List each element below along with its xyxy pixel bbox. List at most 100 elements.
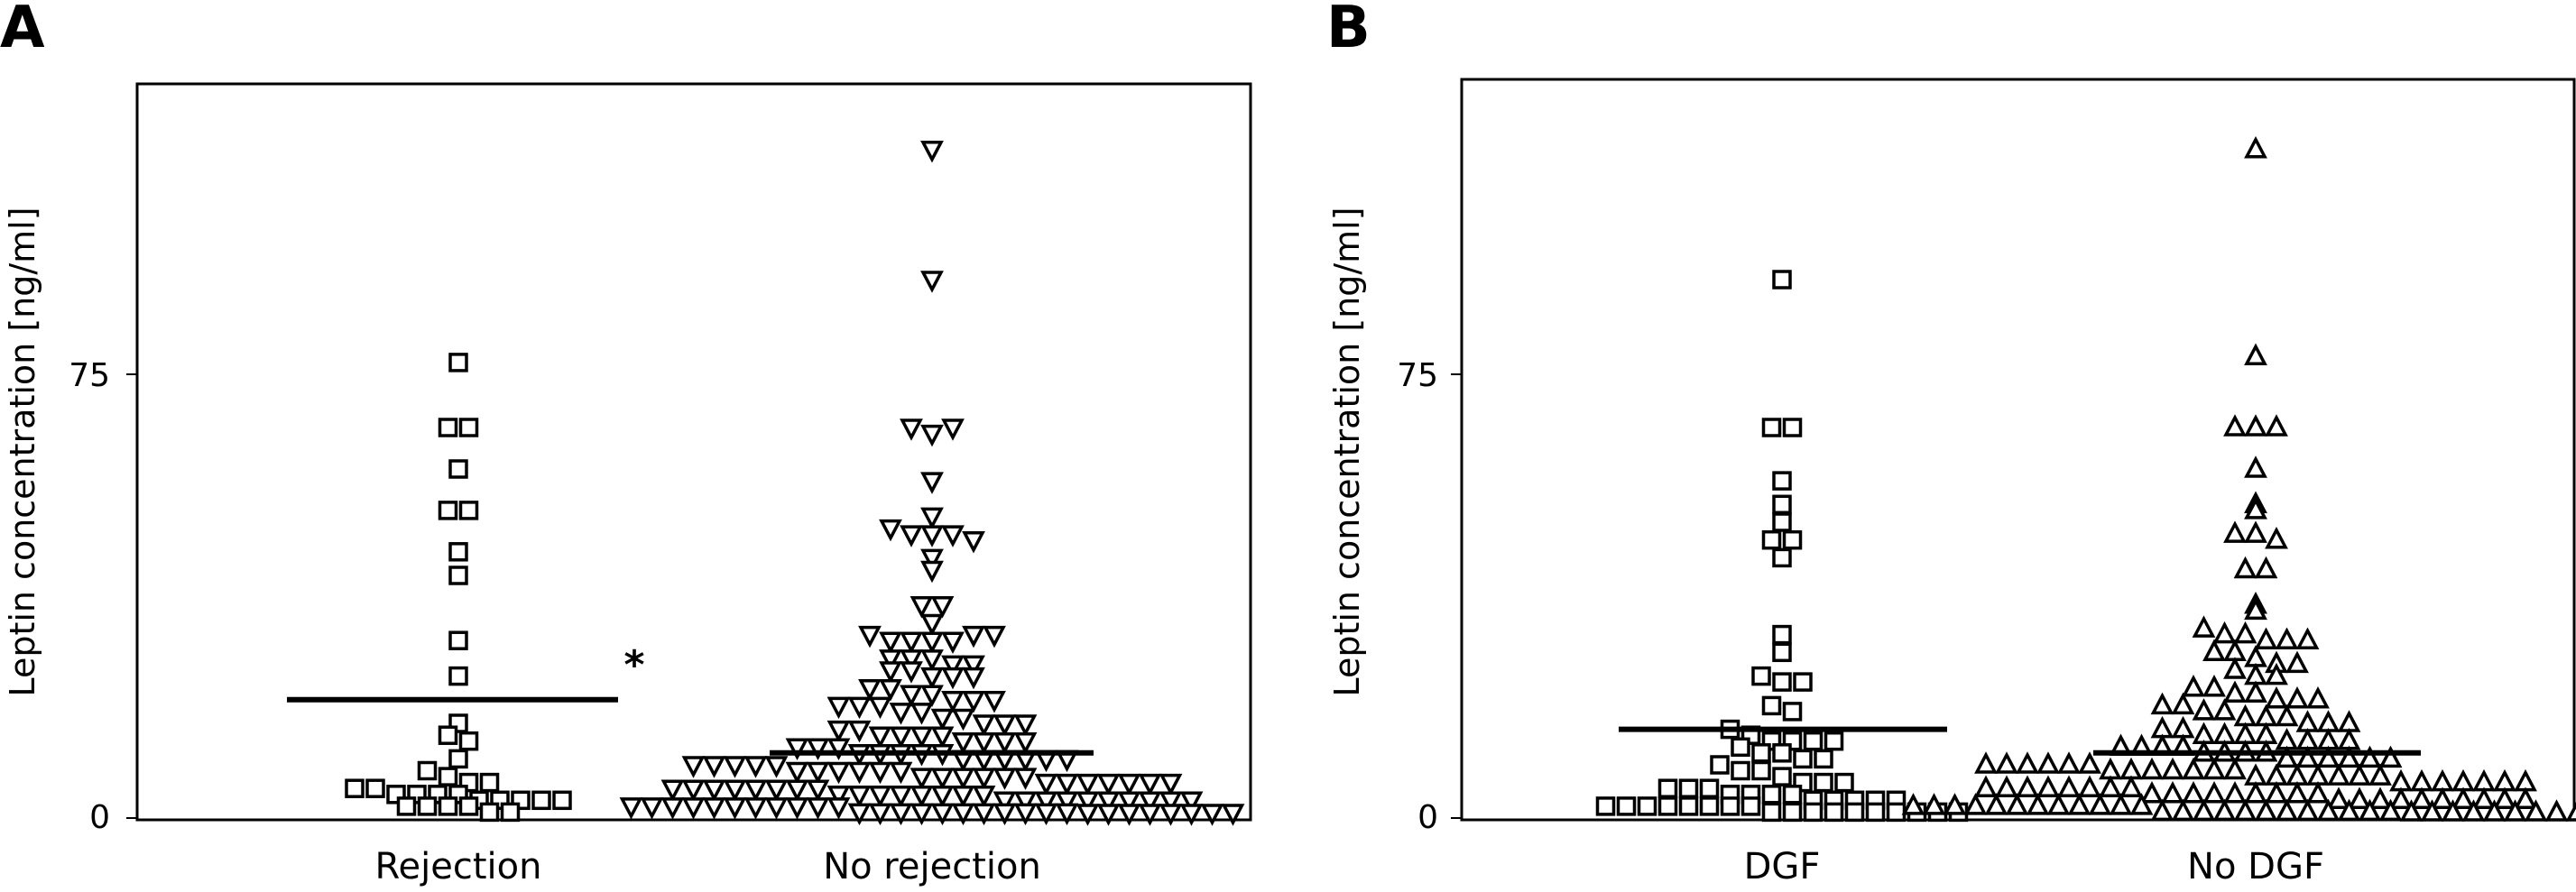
panel-a-category-no-rejection: No rejection — [823, 846, 1041, 887]
panel-b-no-dgf-point — [2202, 757, 2226, 780]
panel-b-no-dgf-point — [2285, 650, 2309, 674]
panel-a-y-axis-title: Leptin concentration [ng/ml] — [3, 207, 42, 696]
panel-a-no-rejection-point — [920, 685, 944, 707]
panel-b-dgf-point — [1793, 749, 1813, 769]
panel-a-no-rejection-point — [1117, 804, 1141, 826]
panel-a-no-rejection-point — [660, 797, 685, 820]
panel-b-dgf-point — [1772, 624, 1792, 645]
panel-a-no-rejection-point — [920, 271, 944, 293]
panel-b-dgf-point — [1772, 547, 1792, 568]
panel-b-no-dgf-point — [2378, 745, 2403, 768]
panel-b-no-dgf-point — [2244, 414, 2267, 437]
panel-b-dgf-point — [1803, 802, 1824, 823]
panel-b-no-dgf-point — [2358, 798, 2382, 822]
panel-a-no-rejection-point — [962, 530, 985, 554]
panel-a-no-rejection-point — [681, 779, 706, 802]
panel-a-no-rejection-point — [951, 786, 975, 808]
panel-a-no-rejection-point — [868, 696, 892, 720]
panel-b-no-dgf-point — [2316, 798, 2341, 822]
panel-b-dgf-point — [1814, 749, 1833, 769]
panel-a-no-rejection-point — [826, 720, 851, 743]
panel-a-no-rejection-point — [951, 708, 975, 731]
panel-a-rejection-point — [448, 459, 468, 479]
panel-b-no-dgf-point — [1943, 793, 1967, 815]
panel-a-no-rejection-point — [743, 797, 768, 820]
panel-a-no-rejection-point — [900, 685, 923, 707]
panel-a-no-rejection-point — [889, 786, 913, 808]
panel-b-no-dgf-point — [2150, 798, 2174, 822]
panel-b: B Leptin concentration [ng/ml] 75 0 DGF … — [1326, 0, 2576, 887]
panel-b-no-dgf-point — [2057, 775, 2081, 797]
panel-b-no-dgf-point — [2337, 798, 2361, 822]
panel-b-no-dgf-point — [2026, 793, 2050, 815]
panel-a-no-rejection-point — [868, 803, 892, 826]
panel-b-no-dgf-point — [2327, 763, 2350, 786]
panel-a-no-rejection-point — [1096, 773, 1121, 796]
panel-b-no-dgf-point — [2057, 751, 2081, 774]
panel-b-no-dgf-point — [2202, 639, 2226, 662]
panel-a-rejection-point — [448, 630, 468, 650]
panel-b-no-dgf-point — [2482, 799, 2507, 822]
panel-a-no-rejection-point — [1179, 791, 1204, 814]
panel-b-dgf-point — [1782, 418, 1803, 437]
panel-a-no-rejection-point — [972, 714, 996, 737]
panel-b-no-dgf-point — [2223, 757, 2247, 780]
panel-a-no-rejection-point — [764, 779, 789, 802]
panel-a-no-rejection-point — [785, 797, 809, 820]
panel-a-no-rejection-point — [723, 756, 747, 778]
panel-a-no-rejection-point — [1013, 731, 1038, 755]
panel-a-no-rejection-point — [1138, 791, 1162, 814]
panel-a-no-rejection-point — [889, 703, 913, 725]
panel-a-rejection-point — [531, 790, 551, 811]
panel-b-no-dgf-point — [2244, 497, 2267, 520]
panel-a-no-rejection-point — [900, 418, 923, 441]
panel-a-no-rejection-point — [1034, 773, 1058, 796]
panel-b-no-dgf-point — [2150, 692, 2174, 715]
panel-b-no-dgf-point — [2212, 621, 2237, 644]
panel-b-dgf-point — [1772, 743, 1792, 763]
panel-b-dgf-point — [1772, 642, 1792, 663]
panel-b-category-no-dgf: No DGF — [2187, 846, 2324, 887]
panel-a-no-rejection-point — [640, 797, 664, 820]
panel-b-no-dgf-point — [2461, 799, 2486, 822]
panel-a-rejection-point — [448, 666, 468, 686]
panel-a-no-rejection-point — [743, 779, 768, 802]
panel-b-dgf-point — [1834, 772, 1854, 793]
panel-b-no-dgf-point — [1974, 751, 1998, 774]
panel-b-no-dgf-point — [2431, 786, 2454, 810]
panel-b-dgf-point — [1814, 772, 1833, 793]
panel-a-no-rejection-point — [993, 803, 1017, 826]
panel-a-no-rejection-point — [1034, 791, 1058, 814]
panel-a-no-rejection-point — [972, 786, 996, 808]
panel-a-no-rejection-point — [723, 779, 747, 802]
panel-b-no-dgf-point — [1995, 775, 2018, 797]
panel-a-no-rejection-point — [879, 631, 902, 654]
panel-a-no-rejection-point — [920, 649, 944, 672]
panel-b-no-dgf-point — [2129, 793, 2154, 815]
panel-b-dgf-point — [1595, 796, 1616, 816]
panel-b-no-dgf-point — [1984, 793, 2008, 815]
panel-a-no-rejection-point — [1055, 791, 1079, 814]
panel-a-no-rejection-point — [930, 786, 955, 808]
panel-b-y-tick-75: 75 — [1397, 357, 1438, 394]
panel-b-no-dgf-point — [2514, 786, 2537, 810]
panel-b-dgf-point — [1803, 731, 1824, 751]
panel-a-no-rejection-point — [900, 631, 923, 654]
panel-b-no-dgf-point — [2244, 680, 2267, 703]
panel-a-rejection-point — [417, 760, 438, 781]
panel-b-dgf-point — [1772, 494, 1792, 515]
panel-a-no-rejection-point — [920, 631, 944, 654]
panel-a-no-rejection-point — [826, 738, 851, 761]
panel-b-no-dgf-point — [2212, 698, 2237, 721]
panel-b-no-dgf-point — [2265, 414, 2288, 437]
panel-b-dgf-point — [1616, 796, 1637, 816]
panel-a-letter: A — [0, 0, 45, 61]
panel-b-no-dgf-point — [2389, 786, 2413, 810]
panel-b-dgf-point — [1793, 672, 1813, 692]
panel-b-no-dgf-point — [1995, 751, 2018, 774]
panel-b-dgf-point — [1772, 471, 1792, 491]
panel-a-no-rejection-point — [993, 731, 1017, 755]
panel-a-no-rejection-point — [847, 720, 872, 743]
panel-a-no-rejection-point — [930, 708, 955, 731]
